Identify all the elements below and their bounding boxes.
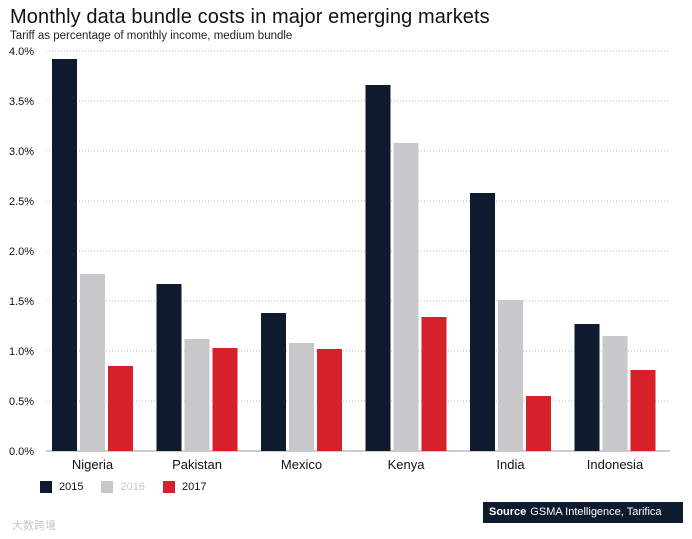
x-tick-label: Kenya [388,457,426,472]
chart-title: Monthly data bundle costs in major emerg… [10,6,490,28]
legend: 2015 2016 2017 [40,481,224,493]
bar-india-2016 [498,300,523,451]
bar-mexico-2016 [289,343,314,451]
bar-indonesia-2017 [630,370,656,451]
x-tick-label: Mexico [281,457,322,472]
y-tick-label: 2.0% [9,246,34,258]
bar-kenya-2016 [393,143,419,451]
x-tick-label: India [496,457,525,472]
bar-pakistan-2015 [156,284,182,451]
bar-mexico-2015 [261,313,286,451]
bar-pakistan-2017 [212,348,238,451]
legend-label-2016: 2016 [120,481,145,493]
bar-india-2017 [526,396,551,451]
x-tick-label: Indonesia [587,457,644,472]
source-label: Source [489,506,527,518]
legend-swatch-2016 [101,481,114,493]
bar-mexico-2017 [317,349,342,451]
x-tick-label: Nigeria [72,457,114,472]
bar-nigeria-2016 [80,274,105,451]
legend-item-2015: 2015 [40,481,83,493]
bar-nigeria-2017 [108,366,133,451]
legend-item-2017: 2017 [162,481,207,493]
legend-swatch-2017 [162,481,175,493]
y-tick-label: 0.0% [9,446,34,458]
x-tick-label: Pakistan [172,457,222,472]
y-tick-label: 0.5% [9,396,34,408]
legend-label-2017: 2017 [181,481,207,493]
bar-indonesia-2015 [574,324,600,451]
y-tick-label: 4.0% [9,46,34,58]
bar-kenya-2015 [365,85,391,451]
y-tick-label: 1.0% [9,346,34,358]
legend-swatch-2015 [40,481,52,493]
bar-pakistan-2016 [184,339,210,451]
y-tick-label: 2.5% [9,196,34,208]
bar-kenya-2017 [421,317,447,451]
source-text: GSMA Intelligence, Tarifica [530,506,662,518]
bar-indonesia-2016 [602,336,628,451]
bar-nigeria-2015 [52,59,77,451]
y-tick-label: 3.0% [9,146,34,158]
watermark: 大数跨境 [12,520,56,532]
y-tick-label: 1.5% [9,296,34,308]
chart-subtitle: Tariff as percentage of monthly income, … [10,30,293,42]
legend-item-2016: 2016 [101,481,145,493]
legend-label-2015: 2015 [59,481,84,493]
source-box: Source GSMA Intelligence, Tarifica [483,502,683,523]
bar-india-2015 [470,193,495,451]
y-tick-label: 3.5% [9,96,34,108]
